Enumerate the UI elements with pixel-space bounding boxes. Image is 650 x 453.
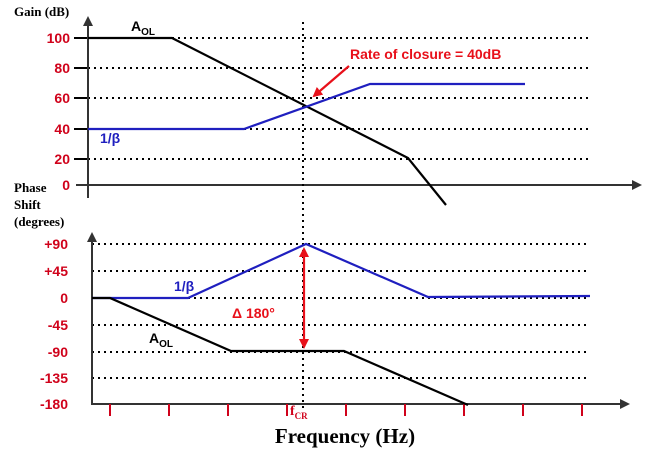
aol-phase-label: AOL [149, 330, 173, 350]
beta-gain-label: 1/β [100, 130, 121, 146]
gain-tick-label: 0 [62, 177, 70, 193]
beta-gain-curve [88, 82, 525, 131]
x-axis-title: Frequency (Hz) [275, 424, 415, 448]
frequency-ticks [109, 404, 583, 416]
phase-tick-label: -135 [40, 370, 68, 386]
phase-tick-label: -90 [48, 344, 68, 360]
beta-phase-label: 1/β [174, 278, 195, 294]
phase-tick-label: +90 [44, 236, 68, 252]
phase-axis-label-line: Shift [14, 197, 41, 212]
phase-tick-label: +45 [44, 263, 68, 279]
phase-axis-label-line: Phase [14, 180, 47, 195]
rate-of-closure-arrow [312, 65, 350, 98]
gain-tick-label: 80 [54, 60, 70, 76]
phase-tick-label: -45 [48, 317, 68, 333]
gain-tick-label: 60 [54, 90, 70, 106]
delta-180-label: Δ 180° [232, 305, 275, 321]
aol-gain-label: AOL [131, 18, 155, 38]
gain-tick-marks [74, 37, 88, 160]
phase-tick-label: 0 [60, 290, 68, 306]
aol-gain-curve [88, 36, 447, 206]
gain-tick-label: 40 [54, 121, 70, 137]
fcr-label: fCR [290, 404, 308, 421]
gain-tick-label: 100 [47, 30, 71, 46]
phase-ticks: +90 +45 0 -45 -90 -135 -180 [40, 236, 68, 412]
phase-grid [92, 243, 590, 379]
beta-phase-curve [92, 242, 591, 300]
phase-tick-label: -180 [40, 396, 68, 412]
phase-axis-label-line: (degrees) [14, 214, 64, 229]
gain-grid [88, 37, 590, 160]
gain-ticks: 100 80 60 40 20 0 [47, 30, 71, 193]
aol-phase-curve [92, 296, 469, 407]
gain-axis-label: Gain (dB) [14, 4, 69, 19]
rate-of-closure-label: Rate of closure = 40dB [350, 46, 501, 62]
gain-tick-label: 20 [54, 151, 70, 167]
phase-axis-label: Phase Shift (degrees) [14, 180, 64, 229]
